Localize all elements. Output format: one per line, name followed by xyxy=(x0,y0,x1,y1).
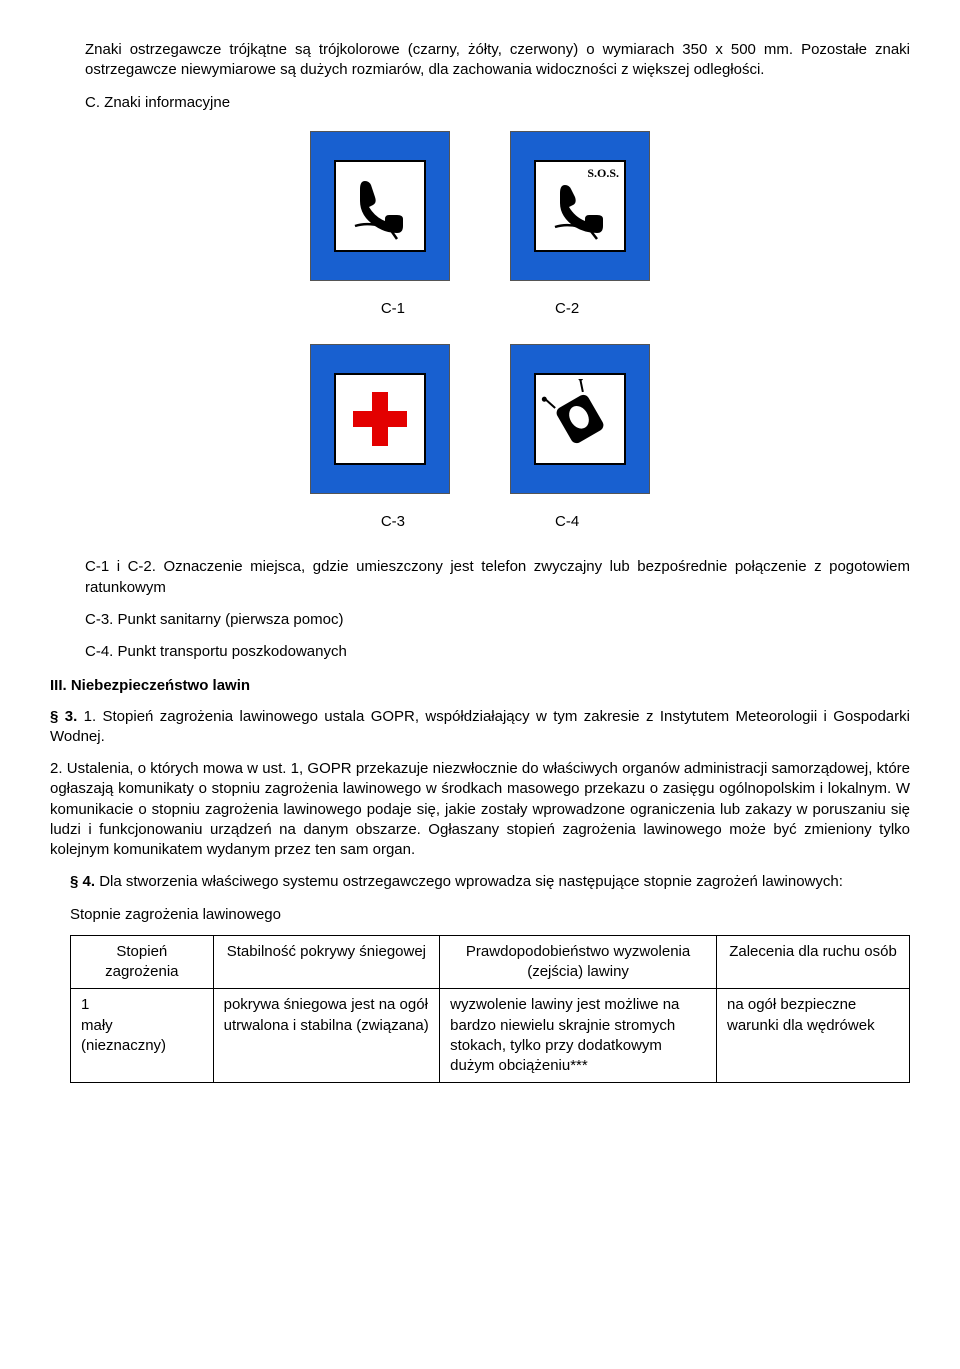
label-row-1: C-1 C-2 xyxy=(50,299,910,319)
sign-c1 xyxy=(310,131,450,281)
label-c1: C-1 xyxy=(381,299,405,319)
sign-c1-inner xyxy=(334,160,426,252)
desc-c4: C-4. Punkt transportu poszkodowanych xyxy=(85,642,910,662)
label-c2: C-2 xyxy=(555,299,579,319)
section-c-heading: C. Znaki informacyjne xyxy=(85,93,910,113)
desc-c4-text: Punkt transportu poszkodowanych xyxy=(113,643,346,660)
desc-c3-text: Punkt sanitarny (pierwsza pomoc) xyxy=(113,611,343,628)
sign-c2-inner: S.O.S. xyxy=(534,160,626,252)
td-2: pokrywa śniegowa jest na ogół utrwalona … xyxy=(213,989,440,1083)
th-1: Stopień zagrożenia xyxy=(71,935,214,989)
table-caption: Stopnie zagrożenia lawinowego xyxy=(70,905,910,925)
sign-row-2 xyxy=(50,344,910,494)
desc-c3-label: C-3. xyxy=(85,611,113,628)
para-4: § 4. Dla stworzenia właściwego systemu o… xyxy=(70,872,910,892)
sign-c4 xyxy=(510,344,650,494)
desc-c4-label: C-4. xyxy=(85,643,113,660)
label-c4: C-4 xyxy=(555,512,579,532)
sign-c2: S.O.S. xyxy=(510,131,650,281)
th-3: Prawdopodobieństwo wyzwolenia (zejścia) … xyxy=(440,935,717,989)
td-1-l2: mały xyxy=(81,1017,113,1034)
sos-label: S.O.S. xyxy=(587,165,619,181)
td-1-l1: 1 xyxy=(81,996,89,1013)
table-row: 1 mały (nieznaczny) pokrywa śniegowa jes… xyxy=(71,989,910,1083)
td-1: 1 mały (nieznaczny) xyxy=(71,989,214,1083)
td-1-l3: (nieznaczny) xyxy=(81,1037,166,1054)
para-3-1: § 3. 1. Stopień zagrożenia lawinowego us… xyxy=(50,707,910,748)
sign-c3-inner xyxy=(334,373,426,465)
phone-icon xyxy=(345,171,415,241)
label-c3: C-3 xyxy=(381,512,405,532)
th-4: Zalecenia dla ruchu osób xyxy=(717,935,910,989)
para-3-label: § 3. xyxy=(50,708,77,725)
desc-c12-text: Oznaczenie miejsca, gdzie umieszczony je… xyxy=(85,558,910,595)
para-3-2: 2. Ustalenia, o których mowa w ust. 1, G… xyxy=(50,759,910,860)
stretcher-icon xyxy=(540,379,620,459)
sign-row-1: S.O.S. xyxy=(50,131,910,281)
phone-sos-icon xyxy=(545,171,615,241)
section-iii-heading: III. Niebezpieczeństwo lawin xyxy=(50,676,910,696)
desc-c12-label: C-1 i C-2. xyxy=(85,558,156,575)
para-4-text: Dla stworzenia właściwego systemu ostrze… xyxy=(95,873,843,890)
sign-c4-inner xyxy=(534,373,626,465)
td-4: na ogół bezpie­czne warunki dla wędrówek xyxy=(717,989,910,1083)
sign-c3 xyxy=(310,344,450,494)
td-3: wyzwolenie lawiny jest możliwe na bardzo… xyxy=(440,989,717,1083)
para-4-label: § 4. xyxy=(70,873,95,890)
table-header-row: Stopień zagrożenia Stabilność pokrywy śn… xyxy=(71,935,910,989)
intro-paragraph: Znaki ostrzegawcze trójkątne są trójkolo… xyxy=(85,40,910,81)
th-2: Stabilność pokrywy śniegowej xyxy=(213,935,440,989)
levels-table: Stopień zagrożenia Stabilność pokrywy śn… xyxy=(70,935,910,1084)
desc-c12: C-1 i C-2. Oznaczenie miejsca, gdzie umi… xyxy=(85,557,910,598)
desc-c3: C-3. Punkt sanitarny (pierwsza pomoc) xyxy=(85,610,910,630)
para-3-1-text: 1. Stopień zagrożenia lawinowego ustala … xyxy=(50,708,910,745)
label-row-2: C-3 C-4 xyxy=(50,512,910,532)
red-cross-icon xyxy=(345,384,415,454)
